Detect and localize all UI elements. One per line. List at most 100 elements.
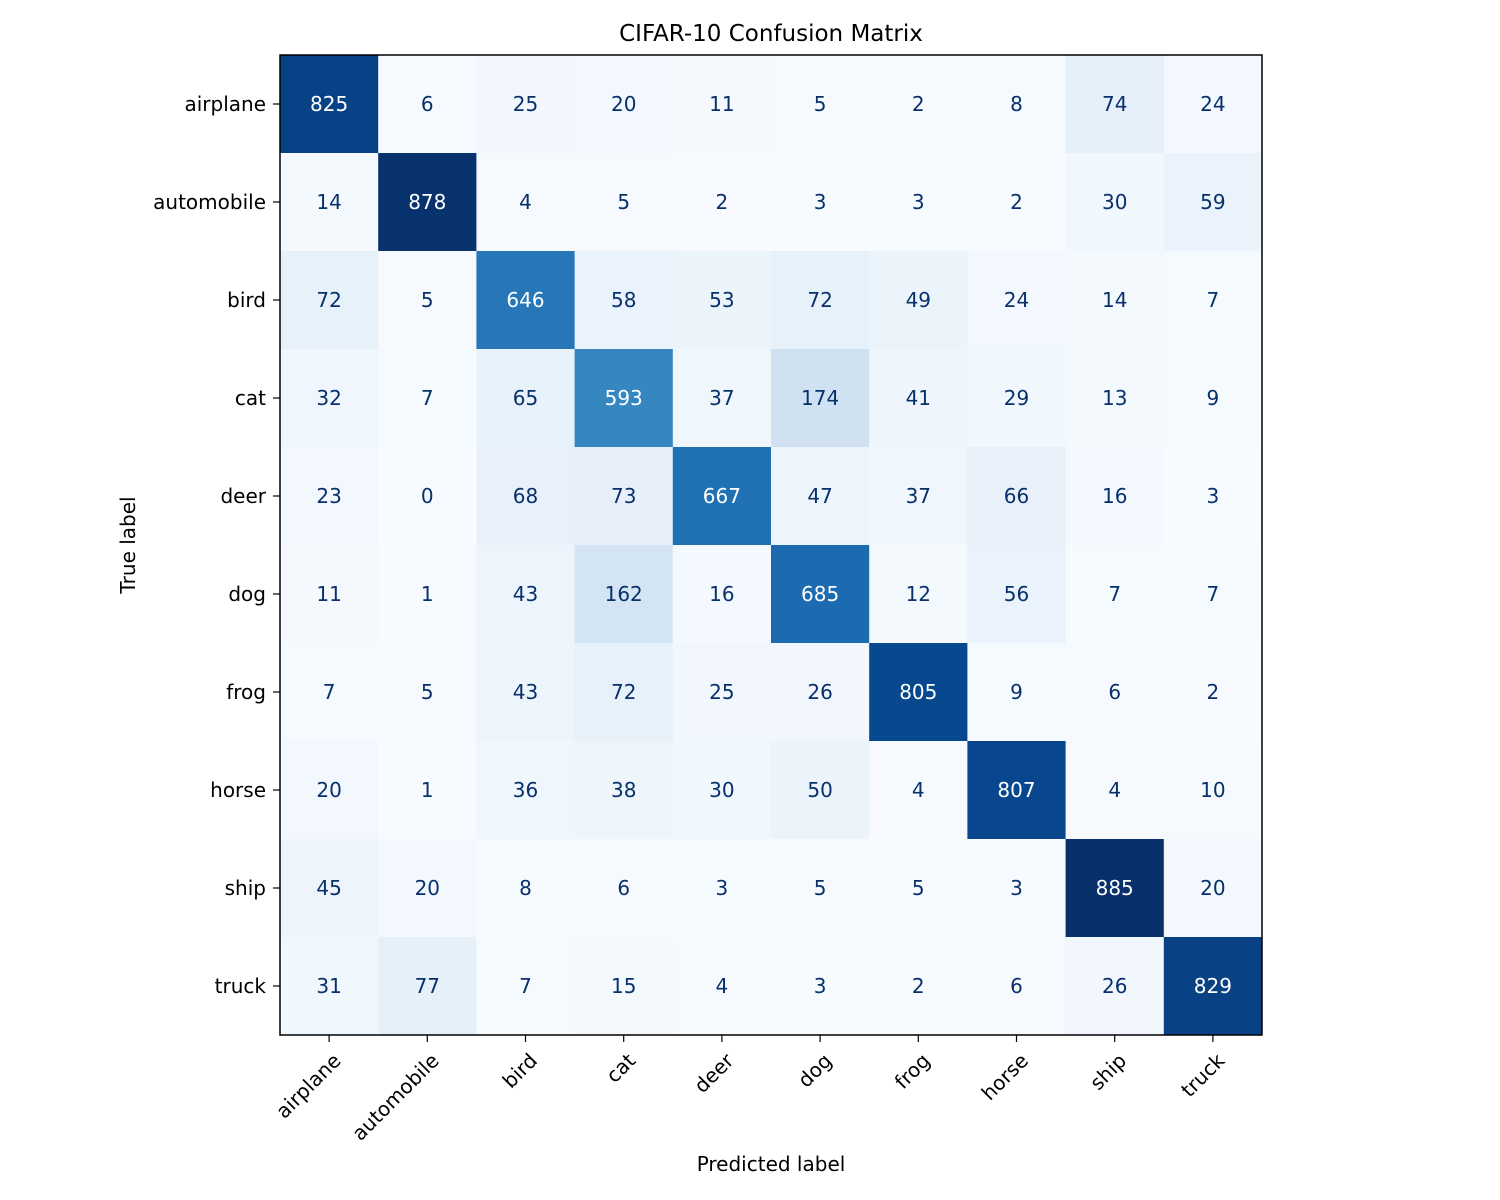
heatmap-cell: [280, 643, 379, 742]
heatmap-cell: [476, 937, 576, 1036]
heatmap-cell-value: 3: [814, 190, 827, 214]
heatmap-cell-value: 5: [814, 876, 827, 900]
heatmap-cell: [869, 643, 968, 742]
heatmap-cell: [1163, 349, 1263, 448]
heatmap-cell-value: 53: [709, 288, 734, 312]
heatmap-cell-value: 807: [997, 778, 1035, 802]
y-tick-label: dog: [228, 582, 266, 606]
heatmap-cell: [280, 839, 379, 938]
heatmap-cell-value: 26: [807, 680, 832, 704]
heatmap-cell: [869, 447, 968, 546]
heatmap-cell: [1065, 839, 1165, 938]
heatmap-cell: [1163, 251, 1263, 350]
heatmap-cell: [869, 251, 968, 350]
heatmap-cell-value: 162: [605, 582, 643, 606]
x-tick-label: horse: [977, 1049, 1033, 1105]
heatmap-cell: [280, 349, 379, 448]
heatmap-cell-value: 16: [1102, 484, 1127, 508]
heatmap-cell: [869, 741, 968, 840]
heatmap-cell: [967, 937, 1067, 1036]
x-tick-label: frog: [890, 1049, 935, 1094]
heatmap-cell: [771, 153, 870, 252]
heatmap-cell: [378, 55, 477, 154]
heatmap-cell-value: 66: [1004, 484, 1029, 508]
heatmap-cell: [967, 447, 1067, 546]
heatmap-cell-value: 50: [807, 778, 832, 802]
heatmap-cell: [1163, 153, 1263, 252]
heatmap-cell-value: 74: [1102, 92, 1127, 116]
heatmap-cell-value: 49: [906, 288, 931, 312]
heatmap-cell: [476, 55, 576, 154]
y-tick-label: automobile: [153, 190, 266, 214]
heatmap-cell-value: 20: [415, 876, 440, 900]
heatmap-cell: [672, 643, 772, 742]
heatmap-cell-value: 43: [513, 680, 538, 704]
heatmap-cell-value: 30: [709, 778, 734, 802]
heatmap-cell: [771, 741, 870, 840]
heatmap-cell-value: 68: [513, 484, 538, 508]
heatmap-cell: [771, 447, 870, 546]
heatmap-cell: [967, 741, 1067, 840]
heatmap-cell-value: 885: [1096, 876, 1134, 900]
heatmap-cell-value: 72: [316, 288, 341, 312]
heatmap-cell-value: 9: [1207, 386, 1220, 410]
heatmap-cell: [869, 55, 968, 154]
heatmap-cell-value: 1: [421, 582, 434, 606]
heatmap-cell-value: 2: [912, 974, 925, 998]
heatmap-cell-value: 31: [316, 974, 341, 998]
heatmap-cell: [967, 251, 1067, 350]
heatmap-cell: [476, 741, 576, 840]
heatmap-cell-value: 11: [709, 92, 734, 116]
heatmap-cell: [476, 545, 576, 644]
heatmap-cell-value: 3: [1010, 876, 1023, 900]
heatmap-cell: [378, 741, 477, 840]
heatmap-cell: [672, 447, 772, 546]
heatmap-cell: [1065, 741, 1165, 840]
heatmap-cell: [280, 447, 379, 546]
heatmap-cell-value: 13: [1102, 386, 1127, 410]
heatmap-cell: [771, 349, 870, 448]
heatmap-cell-value: 593: [605, 386, 643, 410]
heatmap-cell-value: 8: [1010, 92, 1023, 116]
heatmap-cell: [280, 251, 379, 350]
heatmap-cell-value: 30: [1102, 190, 1127, 214]
heatmap-cell-value: 825: [310, 92, 348, 116]
heatmap-cell: [1163, 937, 1263, 1036]
heatmap-cell: [672, 55, 772, 154]
heatmap-cell-value: 685: [801, 582, 839, 606]
heatmap-cell-value: 8: [519, 876, 532, 900]
heatmap-cell-value: 4: [1108, 778, 1121, 802]
heatmap-cell-value: 77: [415, 974, 440, 998]
heatmap-cell-value: 26: [1102, 974, 1127, 998]
heatmap-cell-value: 7: [1108, 582, 1121, 606]
heatmap-cell: [771, 643, 870, 742]
heatmap-cell-value: 14: [1102, 288, 1127, 312]
heatmap-cell-value: 43: [513, 582, 538, 606]
heatmap-cell-value: 3: [912, 190, 925, 214]
heatmap-cell-value: 878: [408, 190, 446, 214]
heatmap-cell-value: 1: [421, 778, 434, 802]
heatmap-cell: [280, 55, 379, 154]
heatmap-cell: [672, 937, 772, 1036]
heatmap-cell: [1163, 447, 1263, 546]
heatmap-cell-value: 2: [1010, 190, 1023, 214]
heatmap-cell-value: 5: [814, 92, 827, 116]
heatmap-cell: [574, 349, 674, 448]
heatmap-cell-value: 29: [1004, 386, 1029, 410]
heatmap-cell-value: 4: [519, 190, 532, 214]
heatmap-cell-value: 2: [716, 190, 729, 214]
heatmap-cell: [476, 349, 576, 448]
heatmap-cell-value: 6: [1108, 680, 1121, 704]
y-tick-label: horse: [210, 778, 266, 802]
x-tick-label: bird: [498, 1049, 542, 1093]
heatmap-cell: [967, 55, 1067, 154]
heatmap-cell-value: 4: [716, 974, 729, 998]
heatmap-cell: [869, 153, 968, 252]
heatmap-cell: [476, 447, 576, 546]
heatmap-cell: [1065, 643, 1165, 742]
x-tick-label: truck: [1176, 1048, 1230, 1102]
heatmap-cell-value: 72: [807, 288, 832, 312]
heatmap-cell: [574, 153, 674, 252]
